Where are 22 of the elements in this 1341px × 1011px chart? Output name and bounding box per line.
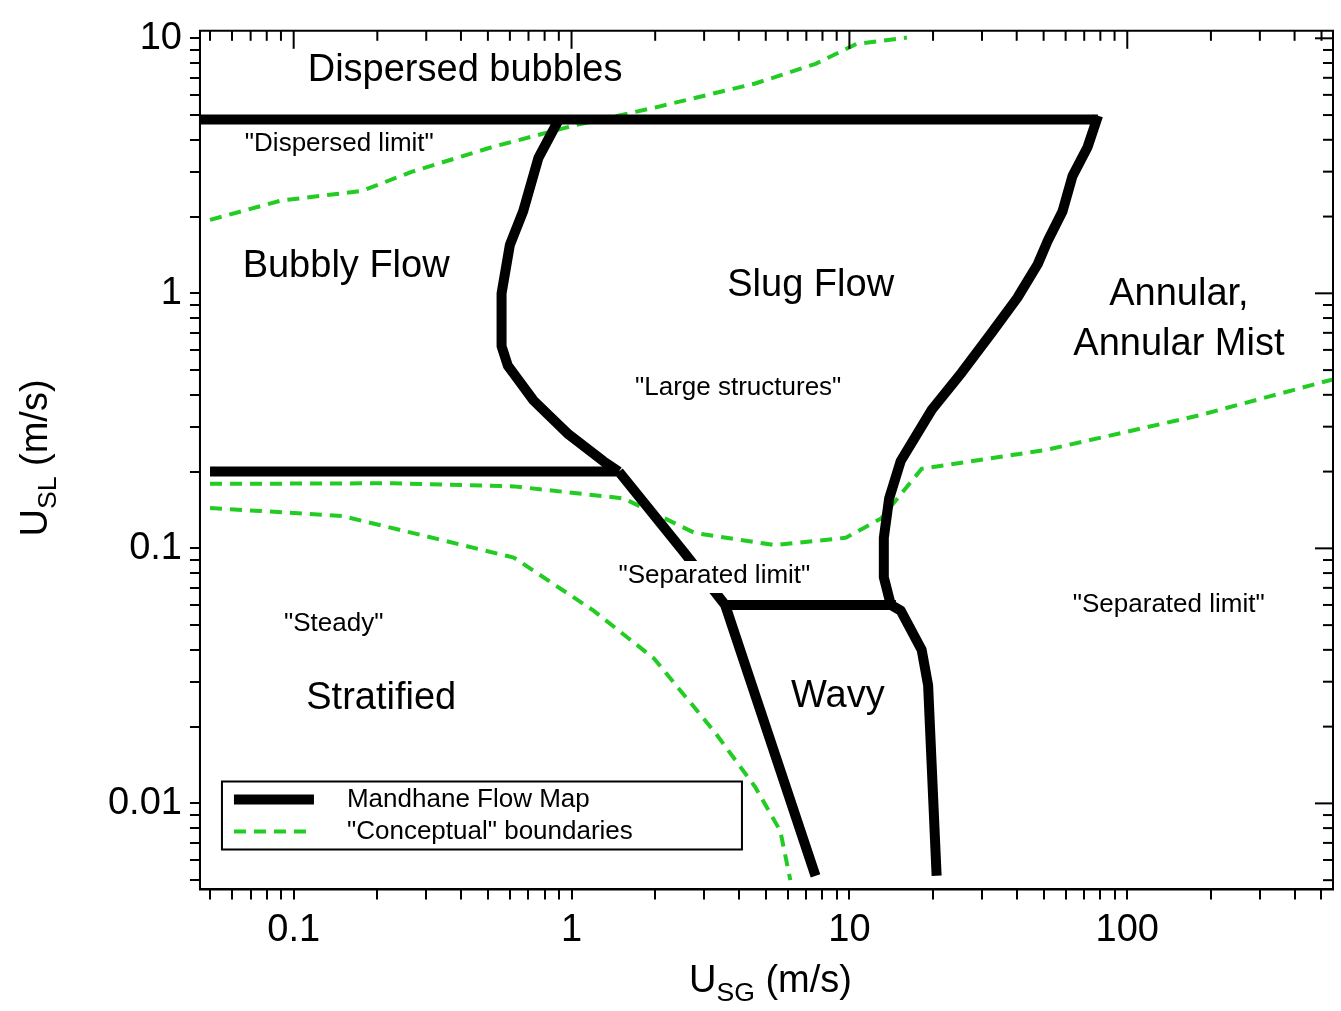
legend-label: Mandhane Flow Map [346,782,590,813]
annotation: Bubbly Flow [242,242,451,285]
annotation: "Dispersed limit" [244,127,434,158]
annotation: Wavy [791,672,885,715]
y-tick-label: 0.1 [129,524,182,567]
x-tick-label: 10 [828,906,871,949]
y-tick-label: 1 [160,269,182,312]
x-tick-label: 100 [1095,906,1159,949]
annotation: Slug Flow [727,262,895,305]
x-tick-label: 0.1 [267,906,321,949]
x-axis-title: U$_{SG}$ (m/s) [688,958,853,1008]
annotation: "Large structures" [634,371,842,402]
y-tick-label: 0.01 [107,779,182,822]
annotation: "Separated limit" [618,559,811,590]
x-tick-label: 1 [560,906,583,949]
annotation: Stratified [306,675,457,718]
annotation: "Steady" [283,607,384,638]
annotation: Dispersed bubbles [307,46,623,89]
y-tick-label: 10 [139,14,182,57]
annotation: "Separated limit" [1072,588,1265,619]
annotation: Annular, Annular Mist [1073,270,1285,363]
legend-label: "Conceptual" boundaries [346,814,633,845]
